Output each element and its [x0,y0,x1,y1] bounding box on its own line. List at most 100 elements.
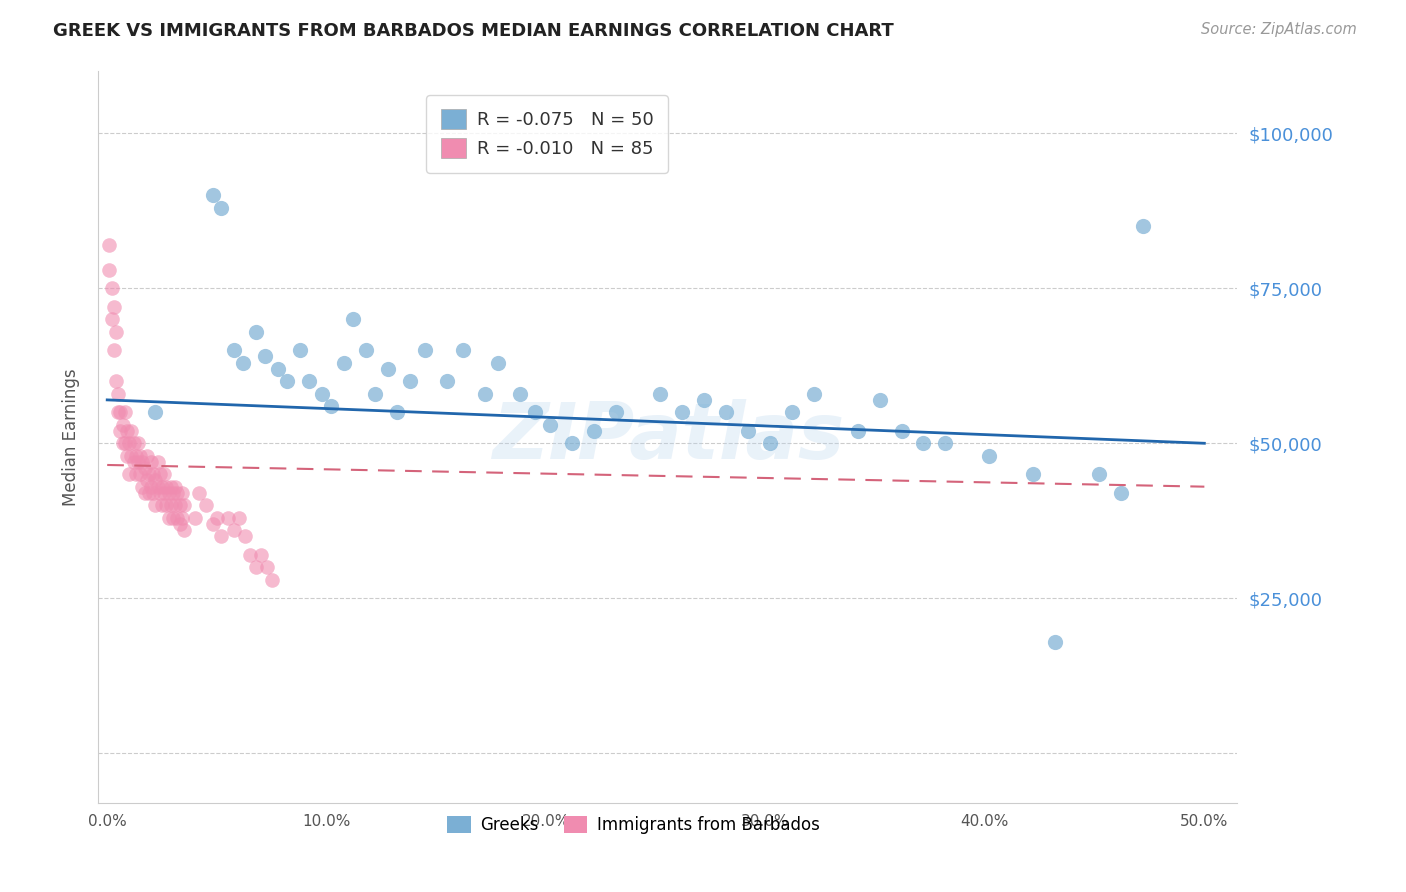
Point [125,467,148,482]
Point [474,386,496,401]
Point [232,356,254,370]
Point [165,498,187,512]
Point [714,405,737,419]
Point [217,510,239,524]
Point [145,474,167,488]
Point [173,498,195,512]
Point [149,467,172,482]
Point [451,343,474,358]
Point [979,449,1001,463]
Point [135,449,157,463]
Point [146,480,169,494]
Point [100,312,122,326]
Point [110,405,132,419]
Point [107,386,129,401]
Point [583,424,606,438]
Point [869,392,891,407]
Point [399,374,422,388]
Point [157,486,180,500]
Point [139,480,162,494]
Point [1088,467,1111,482]
Point [235,529,257,543]
Point [267,362,290,376]
Point [111,417,134,432]
Point [1022,467,1045,482]
Point [107,405,129,419]
Point [127,436,149,450]
Point [415,343,437,358]
Point [149,486,172,500]
Point [98,238,121,252]
Point [846,424,869,438]
Point [319,399,342,413]
Y-axis label: Median Earnings: Median Earnings [62,368,80,506]
Point [228,510,250,524]
Point [115,449,138,463]
Point [134,486,156,500]
Point [160,498,183,512]
Point [103,343,125,358]
Point [540,417,562,432]
Point [194,498,217,512]
Point [912,436,935,450]
Point [184,510,207,524]
Point [249,548,271,562]
Point [142,467,165,482]
Point [165,480,187,494]
Point [129,467,152,482]
Point [209,529,232,543]
Point [145,498,167,512]
Point [170,486,193,500]
Point [759,436,782,450]
Point [224,343,246,358]
Text: GREEK VS IMMIGRANTS FROM BARBADOS MEDIAN EARNINGS CORRELATION CHART: GREEK VS IMMIGRANTS FROM BARBADOS MEDIAN… [53,22,894,40]
Point [170,510,193,524]
Point [290,343,312,358]
Point [377,362,399,376]
Point [311,386,333,401]
Point [239,548,262,562]
Point [114,436,136,450]
Point [333,356,356,370]
Point [131,480,153,494]
Point [115,424,138,438]
Point [125,449,148,463]
Point [803,386,825,401]
Point [104,325,127,339]
Text: Source: ZipAtlas.com: Source: ZipAtlas.com [1201,22,1357,37]
Point [166,486,188,500]
Point [173,523,195,537]
Point [155,498,177,512]
Point [98,262,121,277]
Point [256,560,278,574]
Point [276,374,298,388]
Point [509,386,531,401]
Point [104,374,127,388]
Point [693,392,716,407]
Point [153,467,176,482]
Point [131,455,153,469]
Point [135,474,157,488]
Point [205,510,228,524]
Point [342,312,364,326]
Point [737,424,759,438]
Point [169,516,191,531]
Point [486,356,509,370]
Point [145,405,167,419]
Point [354,343,377,358]
Point [118,467,141,482]
Point [120,449,142,463]
Point [103,300,125,314]
Point [134,461,156,475]
Point [650,386,672,401]
Point [120,424,142,438]
Point [1109,486,1132,500]
Point [142,486,165,500]
Point [245,325,267,339]
Point [100,281,122,295]
Point [364,386,387,401]
Point [150,480,173,494]
Point [166,510,188,524]
Point [111,436,134,450]
Point [138,486,160,500]
